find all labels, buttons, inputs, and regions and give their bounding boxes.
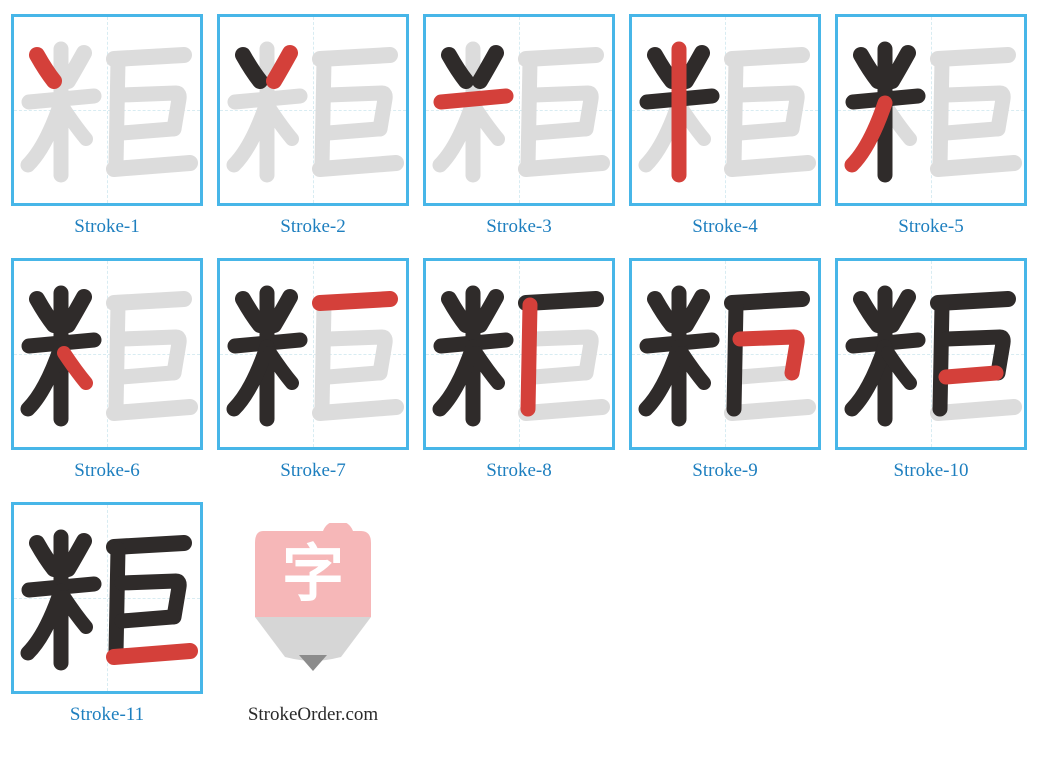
stroke-caption: Stroke-5 — [898, 216, 963, 238]
stroke-caption: Stroke-1 — [74, 216, 139, 238]
stroke-cell-1: Stroke-1 — [10, 14, 204, 238]
stroke-svg-final — [14, 505, 200, 691]
stroke-cell-8: Stroke-8 — [422, 258, 616, 482]
stroke-caption: Stroke-2 — [280, 216, 345, 238]
stroke-cell-10: Stroke-10 — [834, 258, 1028, 482]
stroke-cell-3: Stroke-3 — [422, 14, 616, 238]
stroke-svg-10 — [838, 261, 1024, 447]
stroke-cell-6: Stroke-6 — [10, 258, 204, 482]
stroke-svg-4 — [632, 17, 818, 203]
stroke-cell-7: Stroke-7 — [216, 258, 410, 482]
stroke-cell-4: Stroke-4 — [628, 14, 822, 238]
stroke-caption: Stroke-6 — [74, 460, 139, 482]
stroke-tile-9 — [629, 258, 821, 450]
stroke-caption: Stroke-11 — [70, 704, 144, 726]
stroke-caption: Stroke-3 — [486, 216, 551, 238]
stroke-svg-7 — [220, 261, 406, 447]
stroke-svg-2 — [220, 17, 406, 203]
stroke-svg-1 — [14, 17, 200, 203]
site-caption: StrokeOrder.com — [248, 704, 378, 726]
site-logo-cell: 字 StrokeOrder.com — [216, 502, 410, 726]
stroke-svg-5 — [838, 17, 1024, 203]
stroke-tile-2 — [217, 14, 409, 206]
stroke-tile-3 — [423, 14, 615, 206]
stroke-cell-5: Stroke-5 — [834, 14, 1028, 238]
stroke-svg-3 — [426, 17, 612, 203]
stroke-cell-2: Stroke-2 — [216, 14, 410, 238]
stroke-svg-9 — [632, 261, 818, 447]
logo-character: 字 — [282, 540, 344, 609]
stroke-tile-6 — [11, 258, 203, 450]
stroke-caption: Stroke-9 — [692, 460, 757, 482]
stroke-caption: Stroke-4 — [692, 216, 757, 238]
site-logo-wrap: 字 — [217, 502, 409, 694]
stroke-tile-8 — [423, 258, 615, 450]
stroke-caption: Stroke-7 — [280, 460, 345, 482]
stroke-caption: Stroke-8 — [486, 460, 551, 482]
stroke-tile-7 — [217, 258, 409, 450]
stroke-cell-final: Stroke-11 — [10, 502, 204, 726]
stroke-cell-9: Stroke-9 — [628, 258, 822, 482]
stroke-caption: Stroke-10 — [894, 460, 969, 482]
stroke-grid: Stroke-1 Stroke-2 Stroke-3 Stroke-4 Stroke-5… — [10, 14, 1040, 726]
stroke-tile-final — [11, 502, 203, 694]
stroke-tile-1 — [11, 14, 203, 206]
stroke-tile-10 — [835, 258, 1027, 450]
stroke-tile-4 — [629, 14, 821, 206]
site-logo-icon: 字 — [243, 523, 383, 673]
stroke-svg-6 — [14, 261, 200, 447]
stroke-svg-8 — [426, 261, 612, 447]
stroke-tile-5 — [835, 14, 1027, 206]
